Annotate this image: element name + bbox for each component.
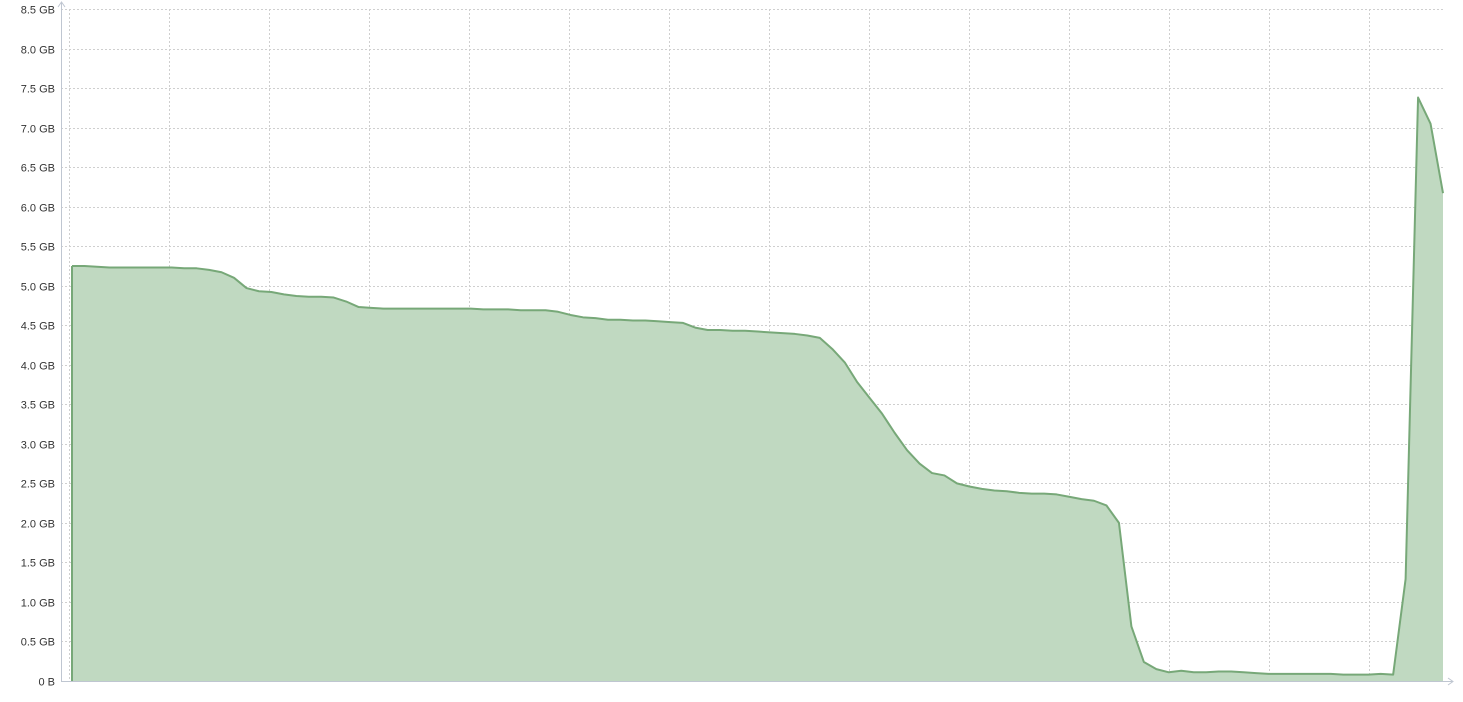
y-tick-label: 3.0 GB bbox=[21, 440, 55, 452]
y-axis-arrow-icon bbox=[57, 1, 66, 8]
y-tick-label: 0.5 GB bbox=[21, 637, 55, 649]
x-axis-arrow-icon bbox=[1447, 677, 1454, 686]
y-tick-label: 2.0 GB bbox=[21, 519, 55, 531]
y-tick-label: 5.0 GB bbox=[21, 282, 55, 294]
y-tick-label: 6.5 GB bbox=[21, 163, 55, 175]
y-tick-label: 7.5 GB bbox=[21, 84, 55, 96]
y-tick-label: 6.0 GB bbox=[21, 203, 55, 215]
y-tick-label: 4.0 GB bbox=[21, 361, 55, 373]
y-tick-label: 0 B bbox=[38, 677, 55, 689]
y-tick-label: 7.0 GB bbox=[21, 124, 55, 136]
y-tick-label: 8.5 GB bbox=[21, 5, 55, 17]
y-tick-label: 1.0 GB bbox=[21, 598, 55, 610]
area-line bbox=[72, 96, 1444, 676]
series-area bbox=[71, 96, 1444, 682]
y-tick-labels: 0 B 0.5 GB 1.0 GB 1.5 GB 2.0 GB 2.5 GB 3.0 GB 3… bbox=[21, 5, 55, 689]
y-tick-label: 5.5 GB bbox=[21, 242, 55, 254]
axes bbox=[57, 1, 1454, 686]
y-tick-label: 1.5 GB bbox=[21, 558, 55, 570]
y-tick-label: 2.5 GB bbox=[21, 479, 55, 491]
area-fill bbox=[72, 97, 1443, 682]
y-tick-label: 3.5 GB bbox=[21, 400, 55, 412]
y-tick-label: 4.5 GB bbox=[21, 321, 55, 333]
y-tick-label: 8.0 GB bbox=[21, 45, 55, 57]
